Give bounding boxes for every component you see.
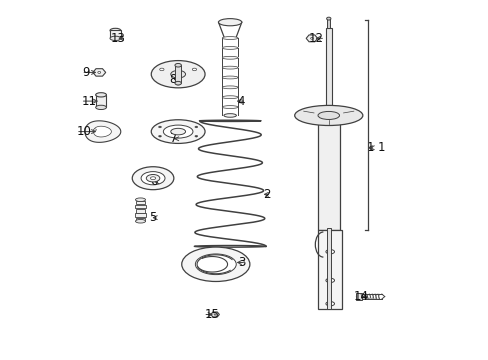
Ellipse shape <box>214 314 216 315</box>
Text: 6: 6 <box>150 175 158 188</box>
Ellipse shape <box>294 105 362 126</box>
Ellipse shape <box>96 105 106 109</box>
Ellipse shape <box>326 17 330 20</box>
Polygon shape <box>85 121 121 142</box>
Ellipse shape <box>110 28 121 33</box>
Text: 5: 5 <box>149 211 156 224</box>
Text: 3: 3 <box>237 256 244 269</box>
Ellipse shape <box>98 71 101 73</box>
Bar <box>175 65 181 83</box>
Ellipse shape <box>96 93 106 97</box>
Ellipse shape <box>192 68 196 71</box>
Ellipse shape <box>317 112 339 120</box>
Ellipse shape <box>135 220 145 223</box>
Ellipse shape <box>151 120 204 143</box>
Text: 14: 14 <box>353 290 368 303</box>
Ellipse shape <box>141 172 164 185</box>
Text: 15: 15 <box>204 308 219 321</box>
Ellipse shape <box>170 128 185 135</box>
Ellipse shape <box>132 167 174 190</box>
Ellipse shape <box>222 46 238 49</box>
Ellipse shape <box>175 63 181 67</box>
Ellipse shape <box>222 105 238 108</box>
Bar <box>317 230 342 309</box>
Ellipse shape <box>224 114 236 117</box>
Text: 12: 12 <box>308 32 324 45</box>
Bar <box>135 205 145 208</box>
Text: 8: 8 <box>169 73 177 86</box>
Text: 11: 11 <box>81 95 97 108</box>
Bar <box>317 114 339 230</box>
Text: 9: 9 <box>82 66 90 79</box>
Ellipse shape <box>218 19 241 26</box>
Text: 4: 4 <box>237 95 244 108</box>
Text: 1: 1 <box>376 141 384 154</box>
Ellipse shape <box>170 71 185 78</box>
Ellipse shape <box>182 247 249 282</box>
Bar <box>135 213 145 217</box>
Ellipse shape <box>110 36 121 41</box>
Ellipse shape <box>325 302 334 306</box>
Ellipse shape <box>195 126 197 128</box>
Ellipse shape <box>310 37 313 39</box>
Bar <box>136 201 145 204</box>
Polygon shape <box>93 126 111 137</box>
Text: 13: 13 <box>110 32 125 45</box>
Ellipse shape <box>163 125 193 138</box>
Ellipse shape <box>222 56 238 59</box>
Ellipse shape <box>222 86 238 89</box>
Polygon shape <box>305 35 317 42</box>
Ellipse shape <box>135 198 145 202</box>
Ellipse shape <box>158 135 161 137</box>
Ellipse shape <box>325 249 334 254</box>
Ellipse shape <box>317 111 339 116</box>
Ellipse shape <box>325 278 334 283</box>
Ellipse shape <box>222 66 238 69</box>
Bar <box>136 218 145 221</box>
Ellipse shape <box>160 68 163 71</box>
Polygon shape <box>210 312 219 317</box>
Bar <box>326 228 330 309</box>
Text: 7: 7 <box>169 132 177 145</box>
Ellipse shape <box>158 126 161 128</box>
Ellipse shape <box>356 295 362 298</box>
Bar <box>136 209 145 213</box>
Bar <box>326 19 329 28</box>
Ellipse shape <box>195 254 236 275</box>
Ellipse shape <box>176 82 180 85</box>
Bar <box>96 95 106 107</box>
Bar <box>356 293 362 300</box>
Text: 1: 1 <box>366 141 373 154</box>
Ellipse shape <box>151 60 204 88</box>
Bar <box>110 31 121 39</box>
Ellipse shape <box>222 76 238 79</box>
Text: 2: 2 <box>262 188 270 201</box>
Ellipse shape <box>195 135 197 137</box>
Polygon shape <box>93 69 105 76</box>
Ellipse shape <box>175 81 181 85</box>
Text: 10: 10 <box>77 125 92 138</box>
Bar <box>325 28 331 114</box>
Ellipse shape <box>222 37 238 40</box>
Ellipse shape <box>146 175 160 182</box>
Ellipse shape <box>222 96 238 99</box>
Ellipse shape <box>93 129 96 131</box>
Ellipse shape <box>150 177 155 180</box>
